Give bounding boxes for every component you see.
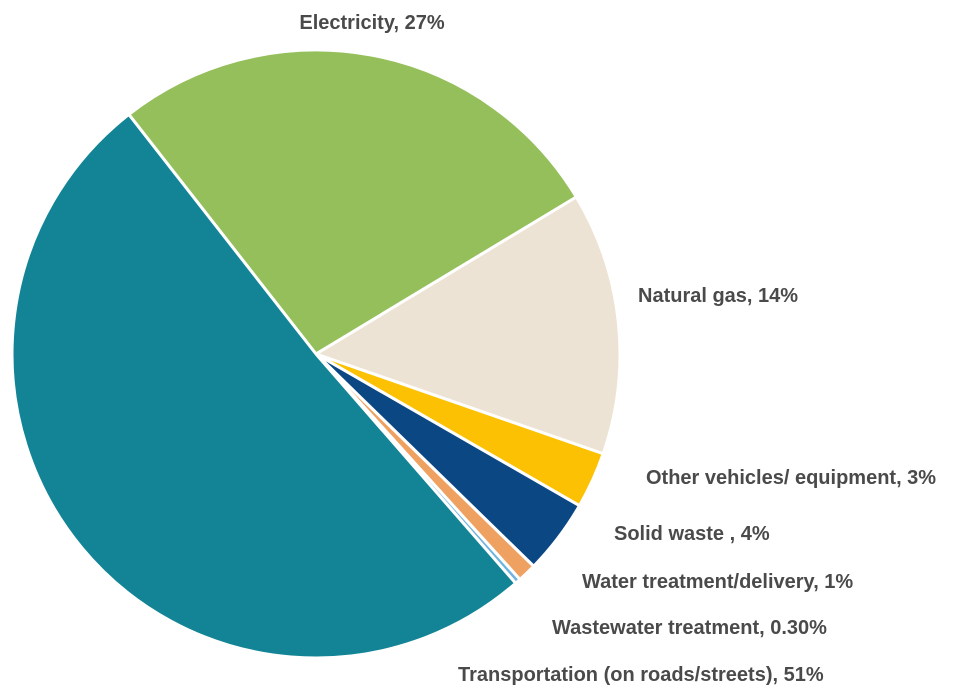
pie-slice-transportation-on-roads-streets xyxy=(10,112,518,660)
pie-slice-electricity xyxy=(127,48,578,356)
pie-slice-natural-gas xyxy=(314,195,622,456)
pie-labels: Electricity, 27% Natural gas, 14% Other … xyxy=(299,12,936,686)
slice-label-natural-gas: Natural gas, 14% xyxy=(638,285,798,307)
slice-label-wastewater-treatment: Wastewater treatment, 0.30% xyxy=(552,617,827,639)
slice-label-electricity: Electricity, 27% xyxy=(299,12,444,34)
pie-slices xyxy=(10,48,622,660)
slice-label-transportation: Transportation (on roads/streets), 51% xyxy=(458,664,824,686)
slice-label-solid-waste: Solid waste , 4% xyxy=(614,523,770,545)
slice-label-water-treatment: Water treatment/delivery, 1% xyxy=(582,571,853,593)
slice-label-other-vehicles: Other vehicles/ equipment, 3% xyxy=(646,467,936,489)
